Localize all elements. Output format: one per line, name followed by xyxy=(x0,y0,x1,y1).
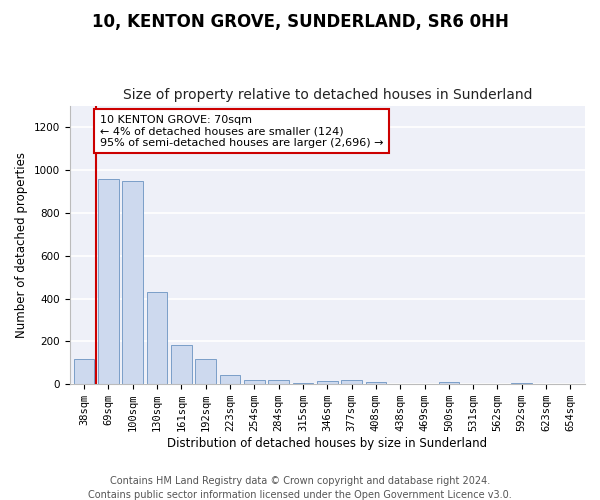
Title: Size of property relative to detached houses in Sunderland: Size of property relative to detached ho… xyxy=(122,88,532,102)
Text: 10, KENTON GROVE, SUNDERLAND, SR6 0HH: 10, KENTON GROVE, SUNDERLAND, SR6 0HH xyxy=(92,12,508,30)
Bar xyxy=(293,383,313,384)
Bar xyxy=(244,380,265,384)
Bar xyxy=(122,181,143,384)
Bar xyxy=(196,358,216,384)
Bar xyxy=(74,358,94,384)
Bar xyxy=(341,380,362,384)
Text: 10 KENTON GROVE: 70sqm
← 4% of detached houses are smaller (124)
95% of semi-det: 10 KENTON GROVE: 70sqm ← 4% of detached … xyxy=(100,114,383,148)
Text: Contains HM Land Registry data © Crown copyright and database right 2024.
Contai: Contains HM Land Registry data © Crown c… xyxy=(88,476,512,500)
X-axis label: Distribution of detached houses by size in Sunderland: Distribution of detached houses by size … xyxy=(167,437,487,450)
Bar xyxy=(147,292,167,384)
Bar xyxy=(171,344,192,384)
Bar xyxy=(220,374,241,384)
Bar xyxy=(317,381,338,384)
Bar xyxy=(511,382,532,384)
Bar xyxy=(98,178,119,384)
Bar xyxy=(439,382,459,384)
Bar xyxy=(365,382,386,384)
Y-axis label: Number of detached properties: Number of detached properties xyxy=(15,152,28,338)
Bar xyxy=(268,380,289,384)
